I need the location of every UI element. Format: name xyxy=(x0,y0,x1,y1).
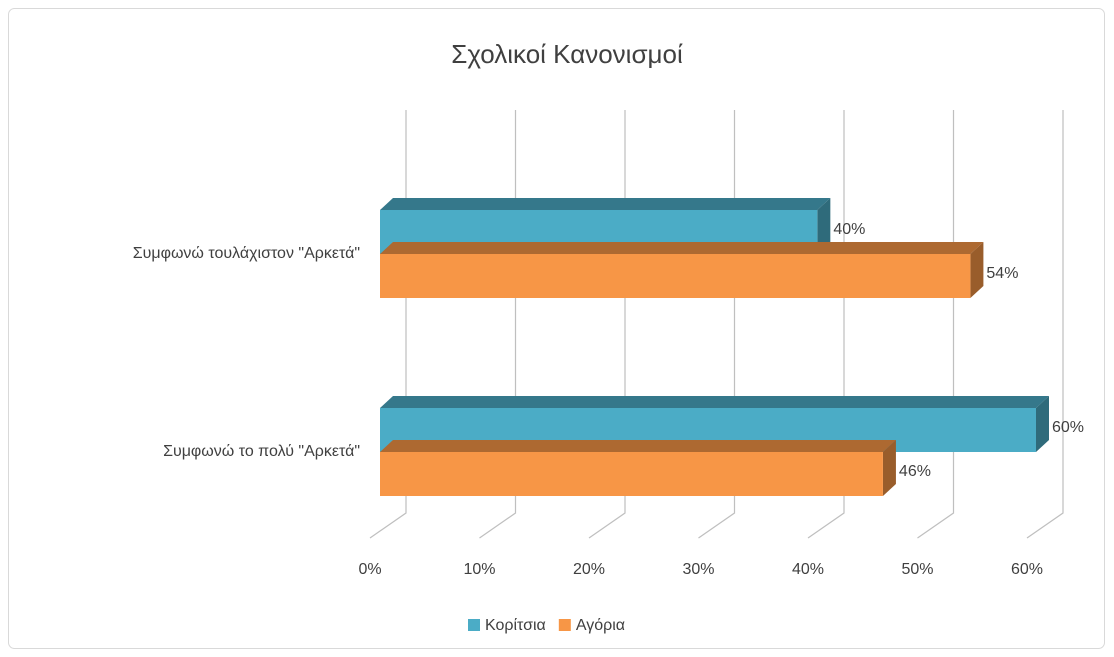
grid-line xyxy=(1026,110,1064,539)
x-tick-label: 40% xyxy=(792,561,824,578)
data-label: 60% xyxy=(1052,419,1084,436)
data-label: 54% xyxy=(986,265,1018,282)
x-tick-label: 30% xyxy=(682,561,714,578)
x-tick-label: 60% xyxy=(1011,561,1043,578)
bar-side xyxy=(1036,396,1049,452)
legend-label: Κορίτσια xyxy=(485,617,546,634)
x-tick-label: 10% xyxy=(463,561,495,578)
bar xyxy=(380,254,971,298)
bar xyxy=(380,452,883,496)
x-tick-label: 50% xyxy=(901,561,933,578)
bar-side xyxy=(817,198,831,254)
bar-side xyxy=(882,440,896,496)
bar-top xyxy=(380,242,984,254)
chart-title: Σχολικοί Κανονισμοί xyxy=(451,39,683,69)
bar-top xyxy=(380,440,896,452)
category-label: Συμφωνώ το πολύ "Αρκετά" xyxy=(163,443,360,460)
category-label: Συμφωνώ τουλάχιστον "Αρκετά" xyxy=(133,245,360,262)
legend-swatch xyxy=(468,619,480,631)
legend-label: Αγόρια xyxy=(576,617,625,634)
bar-side xyxy=(970,242,984,298)
chart-border xyxy=(8,8,1105,649)
data-label: 46% xyxy=(899,463,931,480)
x-tick-label: 0% xyxy=(358,561,381,578)
legend-swatch xyxy=(558,619,571,631)
bar-top xyxy=(380,198,831,210)
x-tick-label: 20% xyxy=(573,561,605,578)
data-label: 40% xyxy=(833,221,865,238)
bar-top xyxy=(380,396,1049,408)
